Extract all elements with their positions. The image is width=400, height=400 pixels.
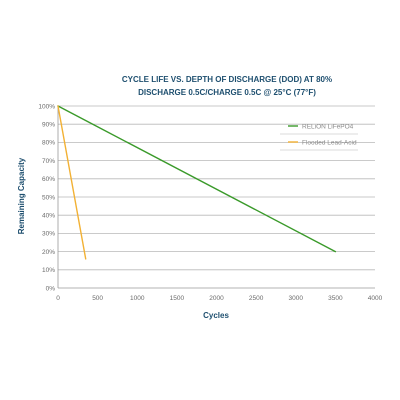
series-lines [57, 105, 337, 260]
x-axis-label: Cycles [203, 311, 229, 320]
chart-title-line-2: DISCHARGE 0.5C/CHARGE 0.5C @ 25°C (77°F) [138, 88, 316, 97]
series-line-1 [57, 105, 87, 260]
series-line-0 [57, 105, 337, 253]
x-tick-label: 500 [92, 295, 103, 302]
y-axis-label: Remaining Capacity [17, 157, 26, 234]
x-axis-ticks: 0 500 1000 1500 2000 2500 3000 3500 4000 [56, 295, 382, 302]
y-tick-label: 0% [46, 285, 56, 292]
x-tick-label: 4000 [368, 295, 383, 302]
y-tick-label: 50% [42, 194, 55, 201]
x-tick-label: 1000 [130, 295, 145, 302]
x-tick-label: 1500 [170, 295, 185, 302]
y-tick-label: 90% [42, 122, 55, 129]
y-tick-label: 60% [42, 176, 55, 183]
y-tick-label: 100% [38, 103, 55, 110]
y-tick-label: 70% [42, 158, 55, 165]
y-axis-ticks: 0% 10% 20% 30% 40% 50% 60% 70% 80% 90% 100% [38, 103, 55, 292]
chart-title-line-1: CYCLE LIFE VS. DEPTH OF DISCHARGE (DOD) … [122, 75, 332, 84]
y-tick-label: 30% [42, 231, 55, 238]
y-tick-label: 10% [42, 267, 55, 274]
y-tick-label: 80% [42, 140, 55, 147]
gridlines [57, 105, 375, 289]
y-tick-label: 20% [42, 249, 55, 256]
x-tick-label: 2000 [209, 295, 224, 302]
legend-label: Flooded Lead-Acid [302, 139, 357, 146]
x-tick-label: 0 [56, 295, 60, 302]
legend-label: RELiON LiFePO4 [302, 123, 354, 130]
x-tick-label: 3000 [289, 295, 304, 302]
x-tick-label: 3500 [328, 295, 343, 302]
y-tick-label: 40% [42, 213, 55, 220]
legend: RELiON LiFePO4 Flooded Lead-Acid [280, 123, 358, 151]
x-tick-label: 2500 [249, 295, 264, 302]
